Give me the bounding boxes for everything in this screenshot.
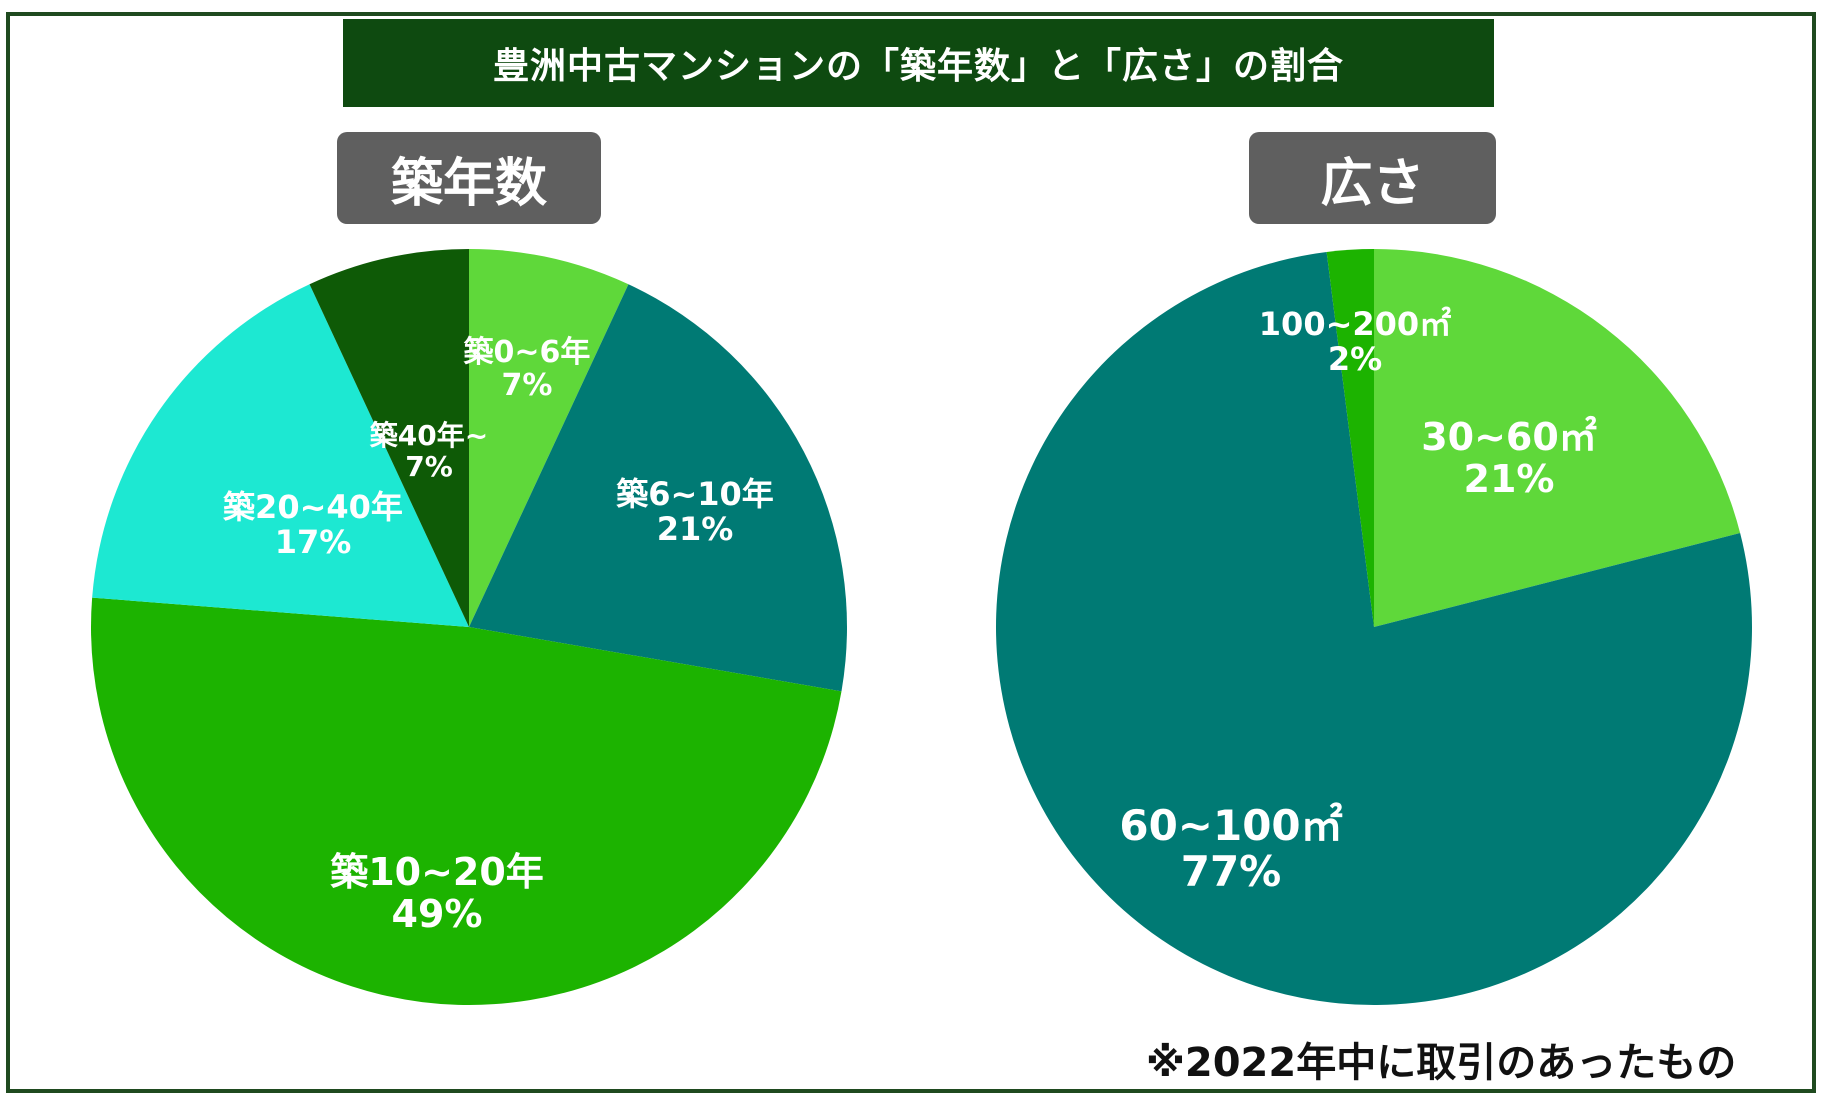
pie-slice xyxy=(1374,249,1741,627)
slice-value-label: 2% xyxy=(1328,340,1382,378)
slice-value-label: 49% xyxy=(392,892,483,936)
slice-label: 築0~6年 xyxy=(464,335,591,370)
slice-label: 30~60㎡ xyxy=(1421,415,1597,459)
footnote: ※2022年中に取引のあったもの xyxy=(1146,1040,1737,1086)
pie-slice xyxy=(309,249,469,627)
pie-slice xyxy=(469,284,847,692)
slice-label: 60~100㎡ xyxy=(1119,801,1342,850)
slice-value-label: 17% xyxy=(275,523,352,561)
slice-value-label: 21% xyxy=(1464,457,1555,501)
pie-slice xyxy=(469,249,629,627)
slice-label: 100~200㎡ xyxy=(1259,305,1451,343)
slice-value-label: 7% xyxy=(502,368,553,403)
slice-value-label: 7% xyxy=(405,450,453,483)
slice-label: 築10~20年 xyxy=(330,850,544,894)
age-pie: 築0~6年7%築6~10年21%築10~20年49%築20~40年17%築40年… xyxy=(91,249,847,1005)
slice-value-label: 77% xyxy=(1181,847,1282,896)
right-chart-title: 広さ xyxy=(1249,132,1496,224)
pie-slice xyxy=(995,251,1752,1005)
slice-label: 築20~40年 xyxy=(223,488,403,526)
pie-slice xyxy=(91,597,842,1005)
chart-title: 豊洲中古マンションの「築年数」と「広さ」の割合 xyxy=(343,19,1494,107)
slice-label: 築6~10年 xyxy=(616,475,774,513)
pie-slice xyxy=(1326,249,1374,627)
slice-value-label: 21% xyxy=(657,510,734,548)
slice-label: 築40年~ xyxy=(369,419,488,452)
chart-frame xyxy=(6,12,1816,1093)
pie-slice xyxy=(92,284,469,627)
left-chart-title: 築年数 xyxy=(337,132,601,224)
